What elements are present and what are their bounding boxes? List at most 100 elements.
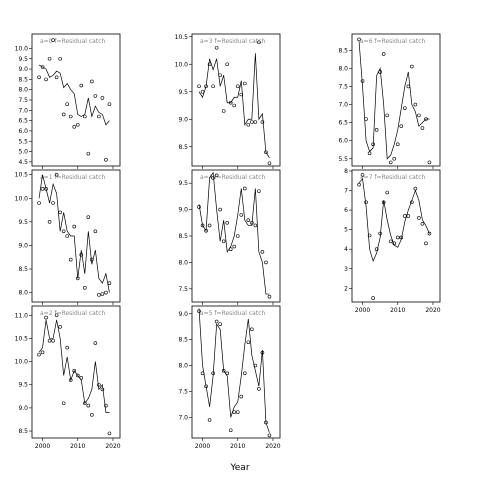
data-point (93, 341, 98, 345)
y-tick-label: 5.5 (338, 156, 348, 163)
data-point (37, 201, 41, 205)
panel-a1: 8.0 8.5 9.0 9.5 10.0 10.5 a=1 f=Residual catch (15, 169, 121, 305)
data-point (100, 387, 105, 392)
x-tick-label: 2010 (390, 307, 405, 314)
x-tick-label: 2000 (195, 443, 210, 450)
series-line (198, 171, 270, 295)
data-point (107, 281, 112, 285)
panel-frame (351, 169, 441, 303)
data-point (214, 45, 219, 50)
data-point (250, 327, 254, 332)
panel-label: a=3 f=Residual catch (200, 38, 265, 45)
y-tick-label: 9.0 (18, 242, 28, 249)
data-point (93, 229, 98, 234)
data-point (388, 239, 393, 244)
y-tick-label: 9.0 (18, 405, 28, 412)
y-tick-label: 7.0 (338, 102, 348, 109)
y-tick-label: 9.5 (18, 219, 28, 226)
series-line (198, 53, 270, 158)
data-point (225, 221, 229, 225)
data-point (228, 247, 233, 251)
y-tick-label: 10.5 (15, 172, 29, 179)
y-tick-label: 9.5 (178, 180, 188, 187)
data-point (253, 363, 258, 368)
panel-a0: 4.5 5.0 5.5 6.0 6.5 7.0 7.5 8.0 8.5 9.0 9.5 10.0 a=0… (15, 33, 121, 169)
data-point (65, 234, 69, 238)
data-point (100, 96, 105, 100)
x-tick-label: 2000 (355, 307, 370, 314)
data-point (257, 189, 261, 193)
data-point (246, 122, 251, 127)
data-point (107, 431, 112, 436)
data-point (374, 247, 379, 251)
data-point (246, 218, 251, 222)
data-point (47, 338, 52, 343)
y-tick-label: 8.5 (338, 47, 348, 54)
y-tick-label: 8 (344, 168, 348, 175)
data-point (232, 103, 237, 108)
panel-label: a=0 f=Residual catch (40, 38, 105, 45)
data-point (388, 160, 393, 165)
data-point (204, 228, 208, 233)
panel-label: a=7 f=Residual catch (360, 174, 425, 181)
data-point (360, 173, 365, 177)
data-point (51, 201, 55, 205)
panel-frame (31, 305, 121, 439)
data-point (253, 120, 258, 124)
data-point (357, 182, 361, 187)
y-tick-label: 9.0 (178, 311, 188, 318)
series-line (38, 319, 110, 413)
panel-label: a=5 f=Residual catch (200, 310, 265, 317)
data-point (381, 52, 386, 56)
data-point (385, 113, 390, 118)
panel-label: a=4 f=Residual catch (200, 174, 265, 181)
data-point (250, 221, 254, 225)
data-point (214, 319, 219, 324)
data-point (225, 62, 229, 67)
panel-frame (191, 33, 281, 167)
panel-a3: 8.5 9.0 9.5 10.0 10.5 a=3 f=Residual catch (175, 33, 281, 169)
series-line (358, 41, 430, 160)
data-point (374, 128, 379, 132)
data-point (424, 241, 428, 246)
data-point (79, 253, 84, 257)
y-tick-label: 5.0 (18, 149, 28, 156)
data-point (61, 112, 66, 117)
data-point (235, 234, 240, 238)
data-point (267, 294, 272, 299)
data-point (260, 120, 265, 124)
data-point (250, 120, 254, 124)
data-point (427, 160, 432, 165)
y-tick-label: 11.0 (15, 312, 29, 319)
y-tick-label: 6.5 (338, 120, 348, 127)
data-point (200, 371, 205, 376)
data-point (225, 371, 229, 376)
data-point (417, 216, 421, 220)
y-tick-label: 10.0 (15, 45, 29, 52)
data-point (90, 257, 94, 262)
data-point (211, 84, 215, 89)
data-point (413, 102, 418, 107)
data-point (100, 292, 105, 296)
y-tick-label: 8.5 (18, 76, 28, 83)
data-point (367, 151, 372, 156)
data-point (197, 309, 201, 313)
x-axis-title: Year (229, 463, 249, 473)
y-tick-label: 7.5 (178, 388, 188, 395)
y-tick-label: 10.0 (15, 359, 29, 366)
data-point (65, 345, 69, 350)
data-point (235, 410, 240, 414)
data-point (378, 70, 382, 74)
y-tick-label: 2 (344, 285, 348, 292)
data-point (378, 231, 382, 236)
y-tick-label: 6.0 (338, 138, 348, 145)
panel-label: a=1 f=Residual catch (40, 174, 105, 181)
data-point (420, 126, 425, 130)
data-point (197, 205, 201, 209)
data-point (399, 124, 404, 129)
y-tick-label: 6.5 (18, 118, 28, 125)
y-tick-label: 5.5 (18, 138, 28, 145)
data-point (104, 290, 108, 295)
data-point (86, 151, 91, 156)
data-point (58, 56, 62, 61)
